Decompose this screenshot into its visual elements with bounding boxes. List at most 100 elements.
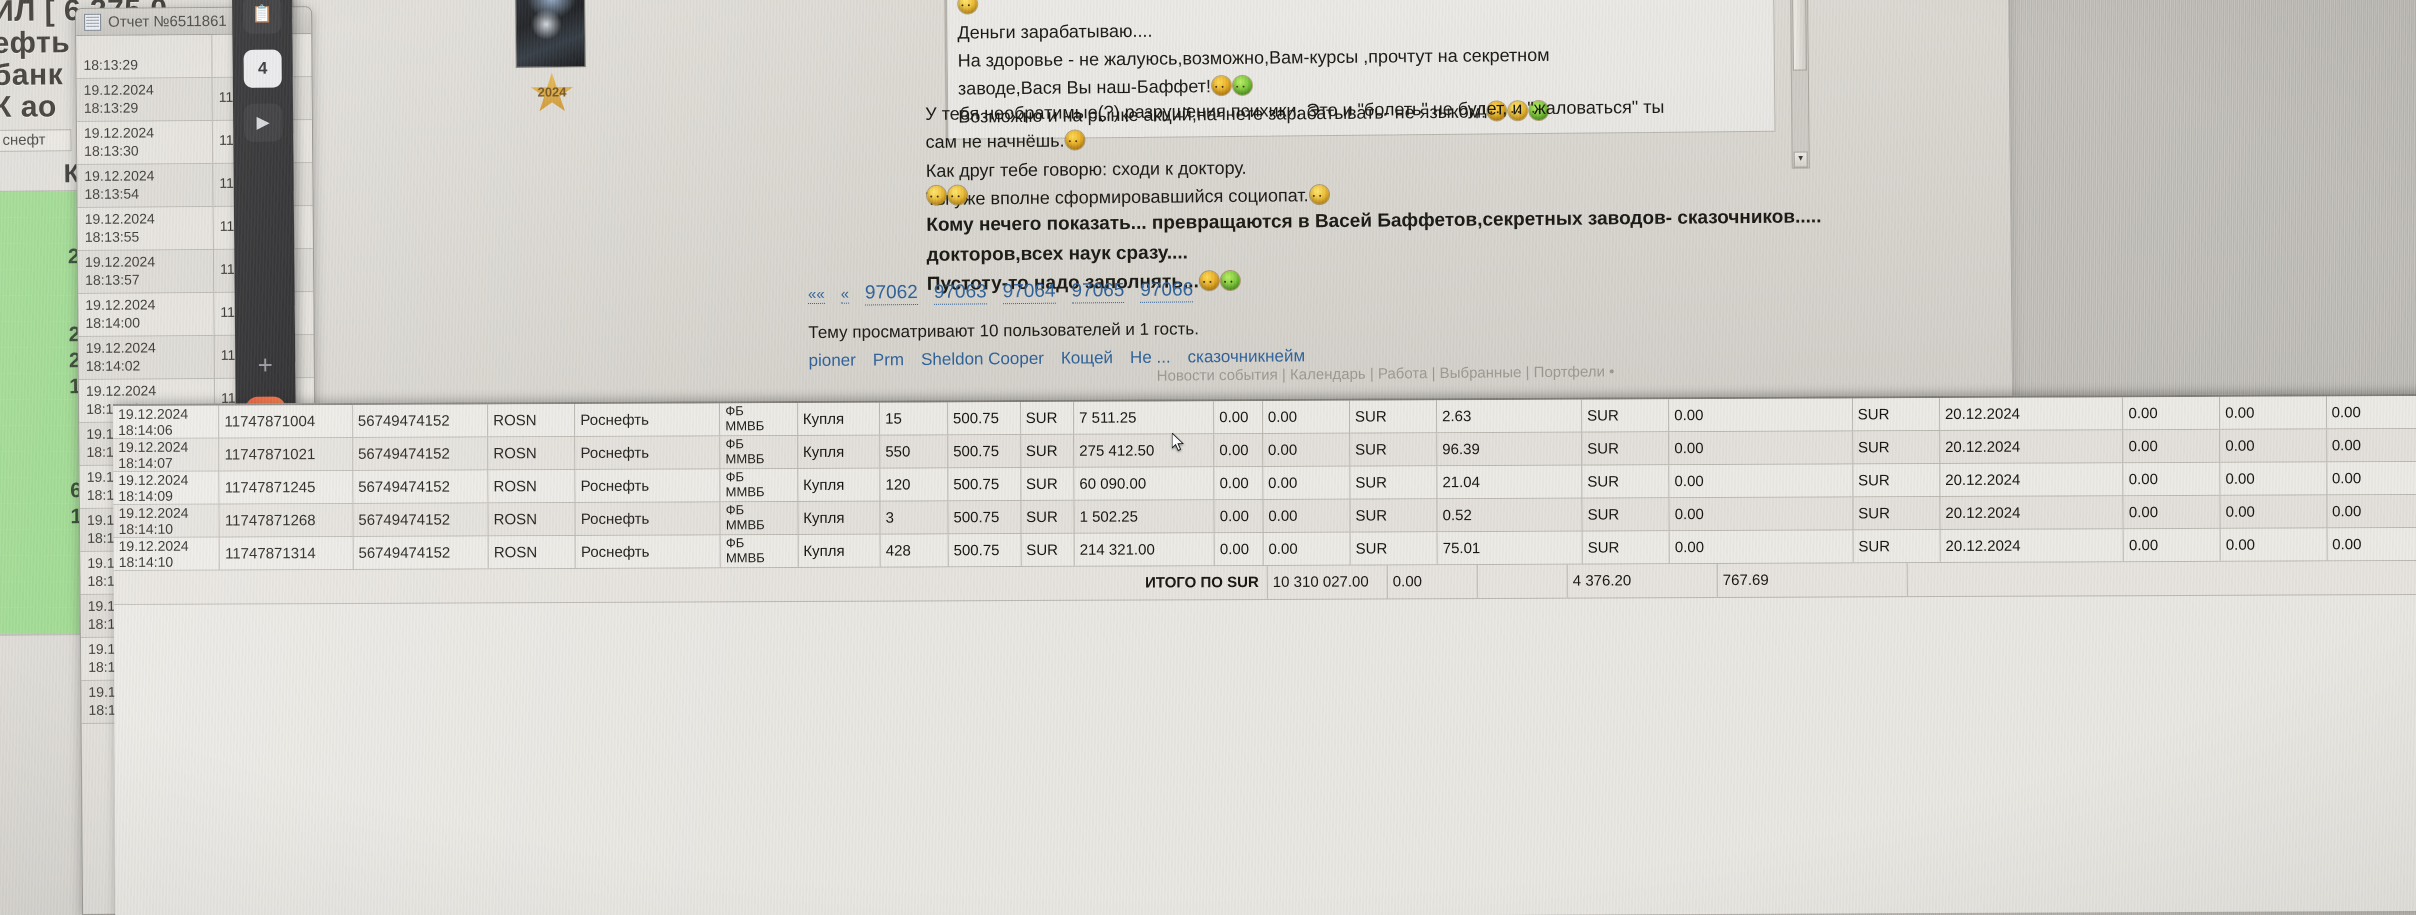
- blotter-cell-cur3: SUR: [1582, 399, 1670, 432]
- blotter-cell-side: Купля: [798, 501, 881, 535]
- blotter-cell-name: Роснефть: [575, 436, 721, 469]
- play-icon[interactable]: ▶: [243, 103, 283, 142]
- blotter-cell-e1: 0.00: [2123, 528, 2221, 562]
- inner-scrollbar[interactable]: ▲ ▼: [1789, 0, 1810, 169]
- blotter-cell-date: 19.12.2024 18:14:10: [113, 537, 221, 570]
- blotter-cell-cur4: SUR: [1852, 398, 1940, 431]
- pagination-link[interactable]: 97062: [864, 282, 918, 306]
- blotter-cell-cur3: SUR: [1582, 432, 1670, 465]
- blotter-cell-e3: 0.00: [2326, 395, 2416, 429]
- scroll-thumb[interactable]: [1791, 0, 1807, 71]
- blotter-cell-settle: 20.12.2024: [1940, 463, 2124, 497]
- sick-icon: [1232, 76, 1253, 96]
- blotter-rows[interactable]: 19.12.2024 18:14:06 11747871004 56749474152…: [113, 395, 2416, 571]
- blotter-cell-e1: 0.00: [2123, 429, 2221, 463]
- pagination[interactable]: «« «97062 97063 97064 97065 97066: [807, 279, 1194, 306]
- quote-line-2: заводе,Вася Вы наш-Баффет!: [957, 76, 1212, 99]
- pagination-link[interactable]: «: [840, 285, 850, 304]
- copy-icon[interactable]: 📋: [243, 0, 282, 34]
- online-user-link[interactable]: Prm: [872, 350, 905, 370]
- blotter-cell-v1: 0.00: [1669, 497, 1854, 531]
- blotter-cell-date: 19.12.2024 18:14:07: [113, 438, 220, 471]
- blotter-cell-cur1: SUR: [1021, 533, 1075, 567]
- reply-line-1: сам не начнёшь.: [925, 130, 1065, 153]
- total-zero: 0.00: [1387, 565, 1478, 599]
- total-label: ИТОГО ПО SUR: [113, 565, 1268, 604]
- online-user-link[interactable]: сказочникнейм: [1187, 346, 1306, 367]
- blotter-cell-v1: 0.00: [1669, 464, 1854, 498]
- pagination-link[interactable]: 97066: [1140, 279, 1194, 303]
- report-datetime: 19.12.2024 18:13:57: [77, 249, 215, 293]
- blotter-cell-f2: 0.00: [1262, 433, 1351, 466]
- notifications-badge[interactable]: 4: [243, 49, 282, 88]
- viewers-text: Тему просматривают 10 пользователей и 1 …: [808, 319, 1199, 343]
- blotter-cell-account: 56749474152: [353, 470, 489, 503]
- blotter-cell-cur2: SUR: [1350, 532, 1438, 565]
- shock-icon: [926, 185, 947, 205]
- wink-icon: [1065, 130, 1085, 150]
- blotter-cell-code: ROSN: [488, 502, 576, 536]
- blotter-cell-name: Роснефть: [575, 502, 721, 535]
- blotter-cell-f1: 0.00: [1214, 433, 1264, 467]
- blotter-cell-e3: 0.00: [2326, 461, 2416, 495]
- blotter-cell-cur1: SUR: [1020, 434, 1075, 468]
- ticker-input[interactable]: снефт: [0, 129, 72, 153]
- pagination-link[interactable]: 97063: [933, 281, 987, 305]
- pagination-link[interactable]: 97064: [1002, 280, 1056, 305]
- online-user-link[interactable]: Не ...: [1129, 347, 1171, 367]
- blotter-cell-date: 19.12.2024 18:14:10: [113, 504, 221, 537]
- online-user-link[interactable]: Кощей: [1060, 348, 1114, 368]
- smiley-icon: [958, 0, 978, 14]
- blotter-cell-code: ROSN: [488, 469, 576, 503]
- post-author-block: 2024: [514, 0, 588, 115]
- total-extra: 767.69: [1717, 563, 1908, 597]
- blotter-cell-side: Купля: [797, 402, 881, 436]
- blotter-cell-board1: ФБ ММВБ: [720, 502, 799, 535]
- blotter-cell-price: 500.75: [947, 402, 1021, 435]
- report-grid-icon: [84, 13, 102, 31]
- blotter-cell-cur1: SUR: [1021, 500, 1075, 534]
- total-fee: 4 376.20: [1567, 563, 1718, 598]
- blotter-cell-settle: 20.12.2024: [1940, 529, 2125, 563]
- blotter-cell-code: ROSN: [488, 535, 577, 569]
- roll-eyes-icon: [947, 185, 968, 205]
- blotter-cell-board1: ФБ ММВБ: [720, 469, 799, 502]
- blotter-cell-amount: 60 090.00: [1074, 467, 1215, 500]
- trade-blotter-table[interactable]: 19.12.2024 18:14:06 11747871004 56749474152…: [113, 393, 2416, 915]
- blotter-cell-e1: 0.00: [2123, 462, 2221, 496]
- blotter-cell-board1: ФБ ММВБ: [720, 436, 799, 469]
- blotter-cell-fee: 2.63: [1437, 399, 1583, 433]
- blotter-cell-cur3: SUR: [1582, 498, 1670, 531]
- scroll-down-icon[interactable]: ▼: [1793, 151, 1808, 168]
- forum-footer-links[interactable]: Новости события | Календарь | Работа | В…: [1156, 363, 1615, 385]
- blotter-cell-f1: 0.00: [1214, 466, 1264, 500]
- online-user-link[interactable]: pioner: [808, 350, 856, 371]
- blotter-cell-f1: 0.00: [1214, 532, 1264, 566]
- blotter-cell-cur4: SUR: [1853, 530, 1941, 563]
- sick-icon-3: [1220, 271, 1240, 291]
- laugh-icon: [1211, 76, 1232, 96]
- blotter-cell-date: 19.12.2024 18:14:06: [113, 405, 220, 438]
- blotter-cell-order: 11747871004: [219, 404, 353, 438]
- blotter-cell-fee: 96.39: [1437, 432, 1583, 466]
- blotter-cell-order: 11747871268: [219, 503, 354, 537]
- report-datetime: 19.12.2024 18:13:30: [76, 120, 214, 164]
- blotter-cell-cur3: SUR: [1582, 531, 1670, 564]
- blotter-cell-date: 19.12.2024 18:14:09: [113, 471, 220, 504]
- blotter-cell-account: 56749474152: [352, 404, 489, 437]
- blotter-cell-e1: 0.00: [2123, 495, 2221, 529]
- blotter-cell-fee: 75.01: [1437, 531, 1583, 565]
- avatar[interactable]: [514, 0, 586, 68]
- blotter-cell-f1: 0.00: [1214, 400, 1263, 434]
- pagination-link[interactable]: 97065: [1071, 280, 1125, 304]
- add-icon[interactable]: +: [257, 349, 273, 380]
- online-user-link[interactable]: Sheldon Cooper: [920, 348, 1044, 369]
- blotter-cell-cur1: SUR: [1020, 401, 1075, 435]
- rail-spacer: [263, 158, 265, 334]
- laugh-icon-3: [1199, 271, 1219, 291]
- pagination-link[interactable]: ««: [807, 285, 825, 305]
- blotter-cell-side: Купля: [798, 468, 881, 502]
- blotter-cell-e3: 0.00: [2327, 494, 2416, 528]
- mouse-cursor: [1172, 433, 1184, 451]
- blotter-cell-f2: 0.00: [1263, 532, 1351, 565]
